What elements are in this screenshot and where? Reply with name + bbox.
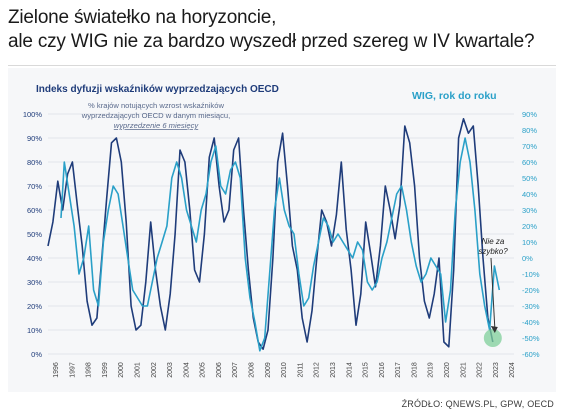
x-tick-label: 2023 bbox=[493, 362, 500, 378]
x-tick-label: 2021 bbox=[460, 362, 467, 378]
series-1-label-line-2: wyprzedzających OECD w danym miesiącu, bbox=[81, 111, 231, 120]
right-tick-label: 10% bbox=[522, 238, 537, 247]
right-tick-label: 80% bbox=[522, 126, 537, 135]
series-2-label: WIG, rok do roku bbox=[412, 90, 497, 102]
x-tick-label: 2005 bbox=[200, 362, 207, 378]
left-tick-label: 60% bbox=[27, 206, 42, 215]
x-tick-label: 2017 bbox=[395, 362, 402, 378]
right-tick-label: -60% bbox=[522, 350, 540, 359]
x-tick-label: 2013 bbox=[330, 362, 337, 378]
left-tick-label: 100% bbox=[23, 110, 43, 119]
annotation-line-1: Nie za bbox=[482, 237, 505, 246]
left-tick-label: 50% bbox=[27, 230, 42, 239]
x-tick-label: 2001 bbox=[134, 362, 141, 378]
chart-svg: 0% 10% 20% 30% 40% 50% 60% 70% 80% 90% 100% -60% -5… bbox=[23, 84, 540, 378]
right-tick-label: 70% bbox=[522, 142, 537, 151]
left-tick-label: 80% bbox=[27, 158, 42, 167]
headline-line-2: ale czy WIG nie za bardzo wyszedł przed … bbox=[8, 31, 535, 52]
x-tick-label: 2011 bbox=[297, 362, 304, 377]
right-tick-label: -20% bbox=[522, 286, 540, 295]
right-tick-label: -40% bbox=[522, 318, 540, 327]
right-tick-label: 20% bbox=[522, 222, 537, 231]
source-note: ŹRÓDŁO: QNEWS.PL, GPW, OECD bbox=[401, 399, 554, 409]
x-tick-label: 2012 bbox=[314, 362, 321, 378]
x-tick-label: 1998 bbox=[86, 362, 93, 378]
chart-title: Indeks dyfuzji wskaźników wyprzedzającyc… bbox=[36, 84, 279, 95]
x-tick-label: 2003 bbox=[167, 362, 174, 378]
right-tick-label: 90% bbox=[522, 110, 537, 119]
x-tick-label: 2018 bbox=[411, 362, 418, 378]
x-tick-label: 2002 bbox=[151, 362, 158, 378]
right-tick-label: 0% bbox=[522, 254, 533, 263]
x-tick-label: 2022 bbox=[477, 362, 484, 378]
x-tick-label: 2007 bbox=[232, 362, 239, 378]
annotation-arrow-head bbox=[490, 326, 498, 333]
gridlines bbox=[48, 113, 514, 355]
right-tick-label: 60% bbox=[522, 158, 537, 167]
right-tick-label: 40% bbox=[522, 190, 537, 199]
chart-labels: Indeks dyfuzji wskaźników wyprzedzającyc… bbox=[36, 84, 508, 256]
right-tick-label: -30% bbox=[522, 302, 540, 311]
x-tick-label: 2004 bbox=[183, 362, 190, 378]
series-1-label-line-1: % krajów notujących wzrost wskaźników bbox=[88, 101, 224, 110]
headline-line-1: Zielone światełko na horyzoncie, bbox=[8, 7, 277, 28]
x-tick-label: 2006 bbox=[216, 362, 223, 378]
x-tick-label: 2010 bbox=[281, 362, 288, 378]
x-tick-label: 1999 bbox=[102, 362, 109, 378]
left-tick-label: 20% bbox=[27, 302, 42, 311]
x-tick-label: 2016 bbox=[379, 362, 386, 378]
x-tick-label: 2020 bbox=[444, 362, 451, 378]
x-tick-label: 2014 bbox=[346, 362, 353, 378]
x-tick-label: 1997 bbox=[69, 362, 76, 378]
right-tick-label: 50% bbox=[522, 174, 537, 183]
series-1-label-line-3: wyprzedzenie 6 miesięcy bbox=[114, 121, 200, 130]
left-axis-ticks: 0% 10% 20% 30% 40% 50% 60% 70% 80% 90% 100% bbox=[23, 110, 43, 359]
series-2-line bbox=[60, 137, 501, 352]
x-tick-label: 2019 bbox=[428, 362, 435, 378]
x-tick-label: 2024 bbox=[509, 362, 516, 378]
right-tick-label: -50% bbox=[522, 334, 540, 343]
divider bbox=[8, 65, 556, 66]
series-1-line bbox=[47, 117, 494, 351]
highlight-circle bbox=[483, 329, 502, 347]
chart-panel: 0% 10% 20% 30% 40% 50% 60% 70% 80% 90% 100% -60% -5… bbox=[8, 68, 556, 392]
x-tick-label: 2009 bbox=[265, 362, 272, 378]
left-tick-label: 40% bbox=[27, 254, 42, 263]
annotation-line-2: szybko? bbox=[478, 247, 508, 256]
left-tick-label: 30% bbox=[27, 278, 42, 287]
x-tick-label: 2015 bbox=[363, 362, 370, 378]
left-tick-label: 0% bbox=[31, 350, 42, 359]
left-tick-label: 70% bbox=[27, 182, 42, 191]
x-tick-label: 1996 bbox=[53, 362, 60, 378]
x-axis-ticks: 1996 1997 1998 1999 2000 2001 2002 2003 2004 2005… bbox=[53, 362, 516, 378]
right-axis-ticks: -60% -50% -40% -30% -20% -10% 0% 10% 20% 30% 40% 50… bbox=[522, 110, 540, 359]
left-tick-label: 10% bbox=[27, 326, 42, 335]
series-layer bbox=[47, 117, 502, 352]
left-tick-label: 90% bbox=[27, 134, 42, 143]
annotation-arrow bbox=[490, 257, 496, 329]
right-tick-label: 30% bbox=[522, 206, 537, 215]
right-tick-label: -10% bbox=[522, 270, 540, 279]
headline: Zielone światełko na horyzoncie, ale czy… bbox=[8, 6, 556, 54]
x-tick-label: 2000 bbox=[118, 362, 125, 378]
x-tick-label: 2008 bbox=[249, 362, 256, 378]
